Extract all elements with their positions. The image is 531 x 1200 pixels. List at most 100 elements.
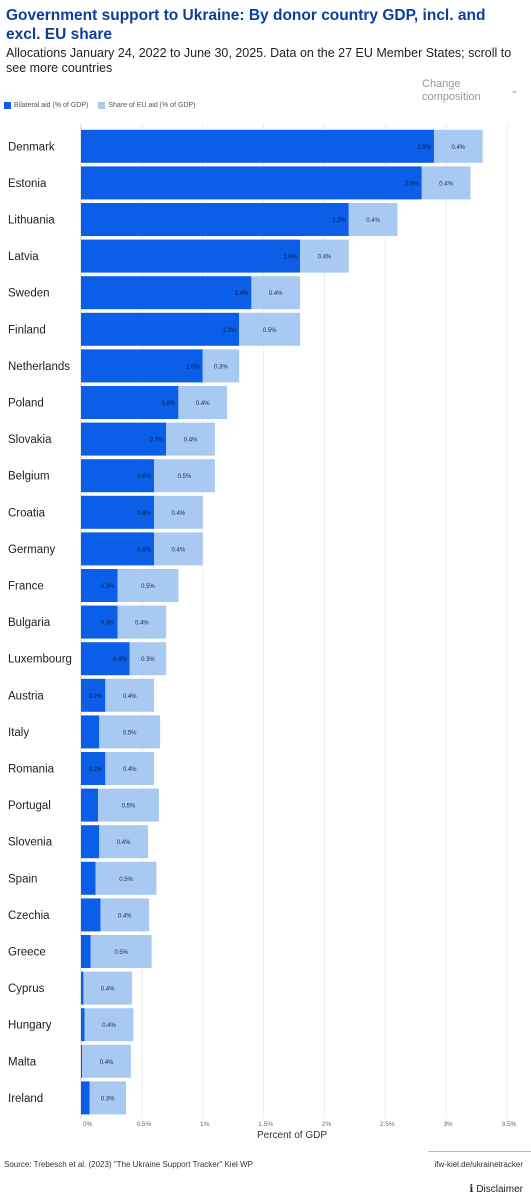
data-label-bilateral: 0.6% <box>137 474 151 480</box>
bar-bilateral <box>81 532 155 566</box>
country-label: Portugal <box>8 800 51 812</box>
bar-chart: 0% 0.5% 1% 1.5% 2% 2.5% 3% 3.5% Percent of GDP De… <box>8 124 517 1141</box>
data-label-eu-share: 0.4% <box>172 547 186 553</box>
bar-bilateral <box>81 569 118 602</box>
bar-eu-share <box>154 495 203 529</box>
data-label-eu-share: 0.4% <box>366 218 380 224</box>
country-label: Germany <box>8 544 56 556</box>
change-composition-dropdown[interactable]: Change composition ⌄ <box>422 78 522 104</box>
x-tick-label: 3.5% <box>502 1121 517 1128</box>
country-label: Greece <box>8 947 46 959</box>
bar-eu-share <box>154 532 203 566</box>
data-label-eu-share: 0.4% <box>102 1023 116 1029</box>
tracker-link[interactable]: ifw-kiel.de/ukrainetracker <box>434 1160 523 1169</box>
country-label: Latvia <box>8 251 39 263</box>
bar-eu-share <box>89 1081 127 1115</box>
data-label-bilateral: 2.2% <box>332 218 346 224</box>
country-label: Netherlands <box>8 361 70 373</box>
country-label: Finland <box>8 324 46 336</box>
bar-bilateral <box>81 1081 90 1115</box>
chevron-down-icon: ⌄ <box>510 85 518 95</box>
country-label: Hungary <box>8 1020 52 1032</box>
bar-eu-share <box>348 203 398 236</box>
bar-eu-share <box>105 752 155 785</box>
country-label: Malta <box>8 1056 37 1068</box>
disclaimer-label: Disclaimer <box>476 1184 523 1195</box>
bar-eu-share <box>99 825 148 859</box>
data-label-eu-share: 0.3% <box>214 364 228 370</box>
country-label: Czechia <box>8 910 50 922</box>
data-label-eu-share: 0.5% <box>122 804 136 810</box>
bar-bilateral <box>81 971 84 1005</box>
bar-bilateral <box>81 642 130 676</box>
country-label: Italy <box>8 727 29 739</box>
country-label: Croatia <box>8 507 46 519</box>
legend-item-bilateral[interactable]: Bilateral aid (% of GDP) <box>4 102 88 109</box>
x-tick-label: 1.5% <box>258 1121 273 1128</box>
country-label: Cyprus <box>8 983 45 995</box>
bar-eu-share <box>99 715 161 749</box>
data-label-eu-share: 0.5% <box>123 730 137 736</box>
data-label-eu-share: 0.5% <box>178 474 192 480</box>
data-label-eu-share: 0.5% <box>114 950 128 956</box>
bar-bilateral <box>81 203 349 236</box>
chart-subtitle: Allocations January 24, 2022 to June 30,… <box>6 46 512 75</box>
country-label: Austria <box>8 690 44 702</box>
bar-bilateral <box>81 312 240 346</box>
country-label: Estonia <box>8 178 47 190</box>
data-label-eu-share: 0.3% <box>101 1096 115 1102</box>
x-tick-label: 1% <box>200 1121 210 1128</box>
bar-eu-share <box>105 678 155 712</box>
legend-swatch-bilateral <box>4 102 11 109</box>
bar-bilateral <box>81 605 118 639</box>
disclaimer-button[interactable]: i Disclaimer <box>470 1184 523 1195</box>
data-label-bilateral: 0.7% <box>150 438 164 444</box>
data-label-bilateral: 2.8% <box>405 181 419 187</box>
data-label-eu-share: 0.4% <box>135 621 149 627</box>
bar-bilateral <box>81 825 100 859</box>
bar-bilateral <box>81 495 155 529</box>
bar-eu-share <box>100 898 150 932</box>
bar-bilateral <box>81 422 167 456</box>
bar-eu-share <box>300 239 349 273</box>
data-label-bilateral: 0.3% <box>101 621 115 627</box>
legend-item-eu-share[interactable]: Share of EU aid (% of GDP) <box>98 102 195 109</box>
country-label: France <box>8 581 44 593</box>
bar-eu-share <box>117 569 179 602</box>
bar-bilateral <box>81 1008 85 1042</box>
country-label: Romania <box>8 764 55 776</box>
bar-eu-share <box>84 1008 134 1042</box>
data-label-eu-share: 0.4% <box>184 438 198 444</box>
bar-bilateral <box>81 459 155 493</box>
data-label-bilateral: 0.3% <box>101 584 115 590</box>
data-label-bilateral: 1.3% <box>223 328 237 334</box>
change-composition-label: Change composition <box>422 78 481 103</box>
data-label-eu-share: 0.4% <box>117 840 131 846</box>
legend-label-eu-share: Share of EU aid (% of GDP) <box>108 102 196 109</box>
bar-bilateral <box>81 898 101 932</box>
data-label-eu-share: 0.4% <box>172 511 186 517</box>
bar-bilateral <box>81 861 96 895</box>
x-tick-label: 2.5% <box>380 1121 395 1128</box>
data-label-bilateral: 0.6% <box>137 511 151 517</box>
legend-swatch-eu-share <box>98 102 106 109</box>
data-label-eu-share: 0.4% <box>269 291 283 297</box>
bar-eu-share <box>82 1044 131 1078</box>
data-label-eu-share: 0.5% <box>263 328 277 334</box>
data-label-bilateral: 0.6% <box>137 547 151 553</box>
bar-bilateral <box>81 935 91 968</box>
data-label-eu-share: 0.4% <box>318 255 332 261</box>
x-tick-label: 0.5% <box>136 1121 151 1128</box>
bar-eu-share <box>117 605 167 639</box>
data-label-bilateral: 1.0% <box>186 364 200 370</box>
country-label: Denmark <box>8 141 55 153</box>
bar-bilateral <box>81 715 100 749</box>
bar-eu-share <box>90 935 152 968</box>
data-label-bilateral: 0.4% <box>113 657 127 663</box>
country-label: Poland <box>8 398 44 410</box>
info-icon: i <box>469 1184 474 1195</box>
bar-bilateral <box>81 349 203 383</box>
data-label-eu-share: 0.4% <box>101 987 115 993</box>
data-label-eu-share: 0.4% <box>100 1060 114 1066</box>
source-note: Source: Trebesch et al. (2023) "The Ukra… <box>4 1160 253 1169</box>
